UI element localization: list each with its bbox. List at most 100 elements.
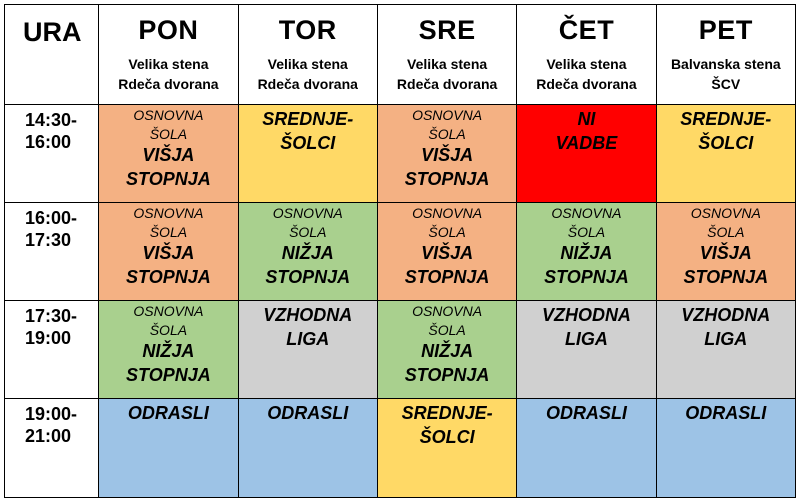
slot-subtitle-2: ŠOLA [428,224,466,240]
schedule-row: 14:30- 16:00 OSNOVNA ŠOLA VIŠJA STOPNJA … [3,104,797,203]
slot-title-1: ODRASLI [267,403,349,423]
venue-line-2: Rdeča dvorana [536,76,637,92]
venue-line-1: Balvanska stena [670,56,781,72]
time-end: 17:30 [25,230,72,250]
slot-cell: ODRASLI [237,398,378,498]
slot-cell: OSNOVNA ŠOLA NIŽJA STOPNJA [516,202,657,301]
slot-subtitle-2: ŠOLA [567,224,606,240]
time-start: 14:30- [25,110,78,130]
slot-cell: ODRASLI [655,398,797,498]
time-start: 19:00- [25,404,78,424]
time-end: 21:00 [25,426,72,446]
time-cell: 19:00- 21:00 [3,398,100,498]
slot-title-2: LIGA [564,329,608,349]
venue-line-2: Rdeča dvorana [257,76,358,92]
slot-title-1: SREDNJE- [401,403,493,423]
time-column-header: URA [3,4,100,105]
slot-title-2: ŠOLCI [280,133,336,153]
slot-title-2: STOPNJA [404,267,490,287]
slot-cell: OSNOVNA ŠOLA VIŠJA STOPNJA [376,104,518,203]
venue-line-1: Velika stena [128,56,209,72]
slot-cell: OSNOVNA ŠOLA NIŽJA STOPNJA [376,300,518,399]
slot-cell: OSNOVNA ŠOLA VIŠJA STOPNJA [376,202,518,301]
slot-cell: SREDNJE- ŠOLCI [655,104,797,203]
slot-cell: ODRASLI [516,398,657,498]
slot-title-1: NI [577,109,596,129]
slot-title-1: VZHODNA [263,305,353,325]
schedule-row: 17:30- 19:00 OSNOVNA ŠOLA NIŽJA STOPNJA … [3,300,797,399]
slot-title-1: NIŽJA [560,243,613,263]
slot-subtitle-1: OSNOVNA [133,205,204,221]
slot-cell: NI VADBE [516,104,657,203]
ura-label: URA [23,17,82,47]
slot-cell: SREDNJE- ŠOLCI [376,398,518,498]
slot-title-2: STOPNJA [126,169,211,189]
slot-title-2: VADBE [555,133,618,153]
slot-cell: OSNOVNA ŠOLA VIŠJA STOPNJA [98,104,239,203]
slot-subtitle-2: ŠOLA [149,126,188,142]
slot-cell: ODRASLI [98,398,239,498]
time-start: 16:00- [25,208,78,228]
slot-title-2: STOPNJA [404,169,490,189]
slot-title-2: STOPNJA [265,267,351,287]
slot-subtitle-1: OSNOVNA [690,205,761,221]
slot-title-2: STOPNJA [404,365,490,385]
day-name: PON [138,15,199,45]
day-name: TOR [278,15,337,45]
time-end: 16:00 [25,132,72,152]
slot-title-1: ODRASLI [685,403,767,423]
day-name: ČET [558,15,615,45]
slot-title-1: NIŽJA [142,341,195,361]
schedule-table: URA PON Velika stena Rdeča dvorana TOR V… [3,4,797,498]
time-start: 17:30- [25,306,78,326]
venue-line-2: ŠCV [711,76,741,92]
slot-subtitle-2: ŠOLA [428,126,466,142]
slot-title-1: VZHODNA [541,305,631,325]
slot-subtitle-2: ŠOLA [149,224,188,240]
day-name: SRE [418,15,476,45]
slot-cell: OSNOVNA ŠOLA VIŠJA STOPNJA [98,202,239,301]
schedule-row: 16:00- 17:30 OSNOVNA ŠOLA VIŠJA STOPNJA … [3,202,797,301]
day-name: PET [698,15,753,45]
slot-cell: VZHODNA LIGA [237,300,378,399]
venue-line-1: Velika stena [267,56,348,72]
slot-title-2: ŠOLCI [698,133,754,153]
slot-title-2: STOPNJA [544,267,629,287]
slot-cell: OSNOVNA ŠOLA VIŠJA STOPNJA [655,202,797,301]
venue-line-2: Rdeča dvorana [118,76,219,92]
slot-subtitle-1: OSNOVNA [133,107,204,123]
venue-line-1: Velika stena [407,56,488,72]
time-cell: 17:30- 19:00 [3,300,100,399]
slot-title-2: LIGA [704,329,748,349]
slot-title-2: STOPNJA [126,267,211,287]
slot-cell: VZHODNA LIGA [516,300,657,399]
day-header-pon: PON Velika stena Rdeča dvorana [98,4,239,105]
slot-title-1: SREDNJE- [262,109,354,129]
venue-line-1: Velika stena [546,56,627,72]
slot-cell: VZHODNA LIGA [655,300,797,399]
day-header-pet: PET Balvanska stena ŠCV [655,4,797,105]
day-header-tor: TOR Velika stena Rdeča dvorana [237,4,378,105]
schedule-row: 19:00- 21:00 ODRASLI ODRASLI SREDNJE- ŠO… [3,398,797,498]
slot-title-2: STOPNJA [683,267,769,287]
slot-title-2: ŠOLCI [419,427,475,447]
slot-subtitle-2: ŠOLA [428,322,466,338]
slot-subtitle-2: ŠOLA [707,224,745,240]
time-end: 19:00 [25,328,72,348]
slot-title-1: SREDNJE- [680,109,772,129]
slot-title-1: VIŠJA [699,243,752,263]
slot-cell: OSNOVNA ŠOLA NIŽJA STOPNJA [98,300,239,399]
slot-title-1: NIŽJA [281,243,334,263]
slot-title-1: VIŠJA [421,145,474,165]
slot-subtitle-1: OSNOVNA [272,205,343,221]
slot-title-1: ODRASLI [127,403,209,423]
slot-title-2: STOPNJA [126,365,211,385]
header-row: URA PON Velika stena Rdeča dvorana TOR V… [3,4,797,105]
slot-subtitle-1: OSNOVNA [412,205,483,221]
slot-subtitle-1: OSNOVNA [133,303,204,319]
slot-title-1: VZHODNA [681,305,771,325]
slot-subtitle-1: OSNOVNA [412,303,483,319]
slot-title-1: VIŠJA [142,145,195,165]
slot-subtitle-2: ŠOLA [289,224,327,240]
slot-title-1: NIŽJA [421,341,474,361]
